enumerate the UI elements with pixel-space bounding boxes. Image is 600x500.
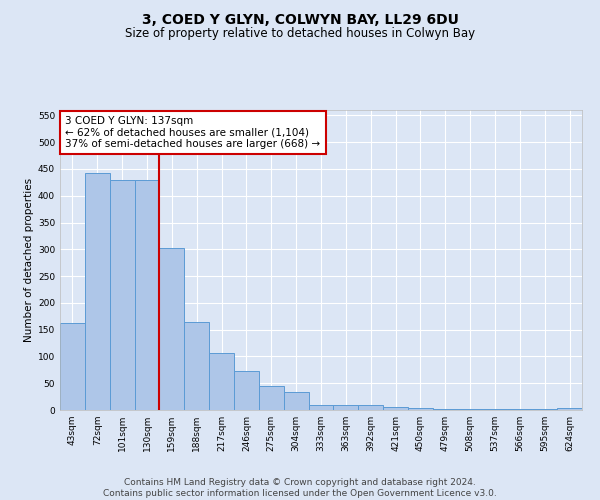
- Bar: [60, 322, 85, 410]
- Bar: [284, 392, 308, 410]
- Bar: [110, 180, 134, 410]
- Y-axis label: Number of detached properties: Number of detached properties: [24, 178, 34, 342]
- Bar: [134, 180, 160, 410]
- Bar: [408, 408, 433, 410]
- Text: 3, COED Y GLYN, COLWYN BAY, LL29 6DU: 3, COED Y GLYN, COLWYN BAY, LL29 6DU: [142, 12, 458, 26]
- Bar: [259, 386, 284, 410]
- Bar: [358, 404, 383, 410]
- Bar: [85, 172, 110, 410]
- Text: 3 COED Y GLYN: 137sqm
← 62% of detached houses are smaller (1,104)
37% of semi-d: 3 COED Y GLYN: 137sqm ← 62% of detached …: [65, 116, 320, 149]
- Bar: [234, 371, 259, 410]
- Bar: [308, 404, 334, 410]
- Text: Size of property relative to detached houses in Colwyn Bay: Size of property relative to detached ho…: [125, 28, 475, 40]
- Bar: [184, 322, 209, 410]
- Bar: [209, 352, 234, 410]
- Bar: [334, 404, 358, 410]
- Bar: [160, 248, 184, 410]
- Bar: [383, 408, 408, 410]
- Bar: [557, 408, 582, 410]
- Text: Contains HM Land Registry data © Crown copyright and database right 2024.
Contai: Contains HM Land Registry data © Crown c…: [103, 478, 497, 498]
- Bar: [433, 409, 458, 410]
